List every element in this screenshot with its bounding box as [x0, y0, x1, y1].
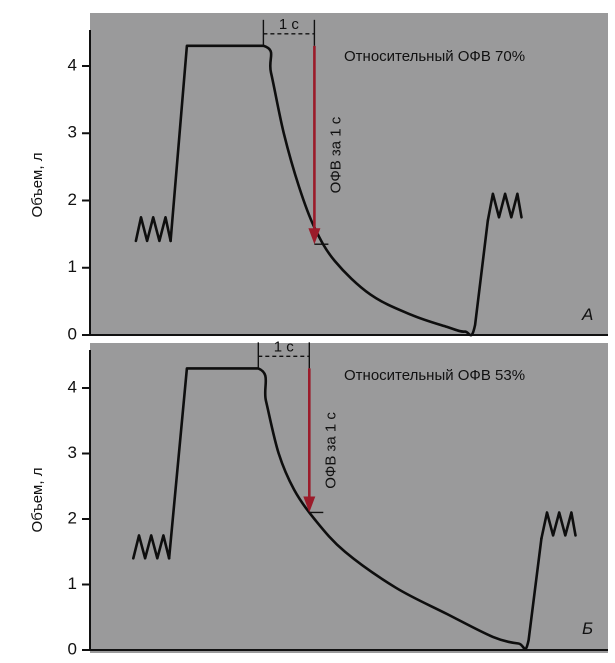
- panel-b-y-tick-label-0: 0: [68, 639, 77, 658]
- panel-b-y-tick-label-2: 2: [68, 508, 77, 527]
- panel-b-y-tick-label-3: 3: [68, 443, 77, 462]
- panel-a-fev1-label: ОФВ за 1 с: [327, 116, 344, 193]
- panel-a-breath-out-zigzag: [486, 192, 523, 222]
- panel-b: Объем, л 0 1 2 3 4 1 с ОФВ за 1 с Относитель…: [29, 338, 608, 658]
- panel-b-letter: Б: [582, 619, 593, 638]
- panel-a-y-tick-label-1: 1: [68, 257, 77, 276]
- panel-a-breath-in-zigzag: [134, 216, 172, 243]
- panel-a-letter: А: [581, 305, 593, 324]
- panel-b-y-tick-label-4: 4: [68, 377, 77, 396]
- panel-b-breath-in-zigzag: [132, 534, 171, 560]
- panel-b-interval-label: 1 с: [274, 338, 295, 355]
- panel-a-y-tick-label-3: 3: [68, 123, 77, 142]
- panel-b-y-ticks: 0 1 2 3 4: [68, 377, 90, 658]
- panel-a-forced-expiration-trace: [169, 44, 490, 337]
- panel-b-fev1-label: ОФВ за 1 с: [322, 412, 339, 489]
- panel-a-y-axis-label: Объем, л: [29, 153, 46, 218]
- panel-b-forced-expiration-trace: [167, 367, 543, 651]
- panel-a-y-tick-label-4: 4: [68, 55, 77, 74]
- panel-a: Объем, л 0 1 2 3 4 1 с ОФВ за 1 с Относитель…: [29, 13, 608, 343]
- panel-a-relative-fev-annotation: Относительный ОФВ 70%: [344, 48, 525, 65]
- panel-b-y-axis-label: Объем, л: [29, 468, 46, 533]
- panel-b-breath-out-zigzag: [540, 511, 577, 540]
- panel-a-y-ticks: 0 1 2 3 4: [68, 55, 90, 343]
- panel-a-fev1-arrowhead: [308, 228, 321, 245]
- panel-a-y-tick-label-0: 0: [68, 324, 77, 343]
- panel-a-y-tick-label-2: 2: [68, 190, 77, 209]
- panel-b-y-tick-label-1: 1: [68, 574, 77, 593]
- panel-a-interval-marker: 1 с: [262, 16, 316, 46]
- panel-b-fev1-arrowhead: [303, 496, 316, 513]
- panel-b-background: [90, 343, 608, 653]
- panel-b-relative-fev-annotation: Относительный ОФВ 53%: [344, 367, 525, 384]
- panel-b-interval-marker: 1 с: [257, 338, 310, 369]
- panel-a-interval-label: 1 с: [279, 16, 300, 33]
